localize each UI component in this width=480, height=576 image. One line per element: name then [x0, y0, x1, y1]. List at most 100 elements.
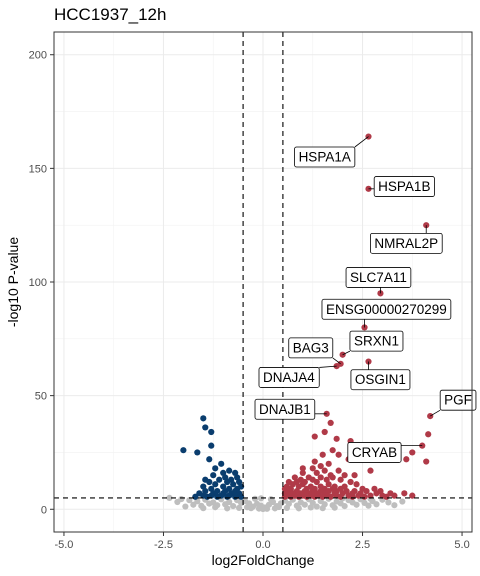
down-point: [204, 493, 211, 500]
up-point: [423, 458, 430, 465]
gene-label-box: [345, 267, 412, 288]
up-point: [327, 419, 334, 427]
down-point: [212, 465, 219, 472]
up-point: [317, 462, 324, 470]
up-point: [337, 493, 344, 500]
up-point: [329, 447, 336, 454]
up-point: [321, 467, 328, 474]
up-point: [299, 469, 306, 477]
up-point: [329, 474, 336, 481]
up-point: [349, 493, 356, 500]
gene-label-box: [370, 232, 443, 254]
gene-label-box: [349, 330, 404, 352]
y-axis-ticks: 0 50 100 150 200: [29, 50, 54, 516]
ns-point: [283, 504, 290, 512]
gene-label-group: BAG3: [288, 337, 341, 365]
ns-point: [391, 502, 398, 509]
gene-label-box: [350, 369, 411, 391]
y-tick-label: 150: [29, 163, 47, 175]
y-tick-label: 50: [35, 391, 47, 403]
ns-point: [182, 503, 189, 510]
threshold-lines: [54, 32, 472, 532]
x-tick-label: 0.0: [255, 539, 270, 551]
ns-point: [319, 505, 326, 512]
ns-point: [307, 504, 314, 511]
down-point: [194, 449, 201, 456]
down-point: [202, 424, 209, 431]
gene-label-group: ENSG00000270299: [321, 298, 452, 328]
up-point: [335, 467, 342, 474]
gene-label-box: [439, 389, 477, 411]
gene-label: BAG3: [293, 340, 329, 355]
gene-label-group: DNAJA4: [258, 365, 337, 388]
up-point: [319, 451, 326, 458]
down-point: [180, 447, 187, 454]
up-point: [351, 472, 358, 479]
up-point: [347, 478, 354, 486]
up-point: [325, 481, 332, 488]
gene-label-box: [347, 442, 402, 463]
gene-label-connector: [319, 365, 337, 368]
down-point: [226, 467, 233, 474]
down-point: [232, 493, 239, 500]
ns-point: [174, 498, 181, 506]
up-point: [335, 451, 342, 458]
gene-label-box: [294, 146, 356, 168]
ns-point: [353, 501, 360, 508]
ns-point: [206, 500, 213, 507]
y-tick-label: 200: [29, 50, 47, 62]
gene-label: DNAJA4: [263, 370, 315, 385]
up-point: [311, 493, 318, 500]
up-point: [353, 481, 360, 488]
gene-label-box: [258, 367, 320, 388]
ns-point: [186, 497, 193, 504]
up-point: [363, 487, 370, 495]
ns-point: [212, 504, 219, 511]
gene-label-group: PGF: [429, 389, 477, 417]
gene-label-connector: [332, 357, 341, 365]
up-point: [311, 458, 318, 465]
ns-point: [275, 503, 283, 511]
up-point: [313, 469, 320, 477]
x-axis-ticks: -5.0 -2.5 0.0 2.5 5.0: [54, 532, 470, 551]
gene-label-group: DNAJB1: [254, 398, 327, 420]
ns-point: [243, 504, 251, 511]
up-point: [319, 493, 326, 500]
gene-label-connector: [429, 409, 441, 417]
down-point: [230, 481, 237, 488]
up-point: [311, 433, 318, 440]
gene-label-group: NMRAL2P: [370, 225, 443, 254]
ns-point: [236, 504, 243, 512]
ns-point: [373, 501, 380, 508]
up-point: [313, 478, 320, 486]
x-tick-label: -2.5: [154, 539, 173, 551]
gene-label: PGF: [444, 393, 472, 408]
ns-point: [313, 503, 320, 510]
ns-point: [200, 505, 207, 512]
y-axis-title: -log10 P-value: [5, 237, 21, 327]
gene-label: NMRAL2P: [374, 236, 438, 251]
up-point: [361, 493, 368, 500]
up-point: [367, 467, 374, 474]
ns-point: [259, 505, 267, 513]
up-point: [391, 492, 398, 499]
up-point: [425, 431, 432, 438]
up-point: [373, 490, 380, 497]
down-point: [208, 428, 215, 436]
x-tick-label: 2.5: [355, 539, 370, 551]
gene-labels: HSPA1A HSPA1B NMRAL2P SLC7A11 ENSG0000027029…: [254, 136, 477, 463]
ns-point: [267, 496, 275, 503]
up-point: [355, 492, 362, 499]
up-point: [341, 472, 348, 479]
up-point: [325, 460, 332, 467]
up-point: [403, 456, 410, 463]
gene-label-group: OSGIN1: [350, 361, 411, 391]
gene-label-connector: [342, 350, 351, 356]
down-point: [206, 478, 213, 486]
up-point: [401, 490, 408, 497]
gene-label: HSPA1A: [299, 150, 351, 165]
x-tick-label: 5.0: [454, 539, 469, 551]
gene-label-group: CRYAB: [347, 442, 423, 463]
up-point: [337, 476, 344, 483]
